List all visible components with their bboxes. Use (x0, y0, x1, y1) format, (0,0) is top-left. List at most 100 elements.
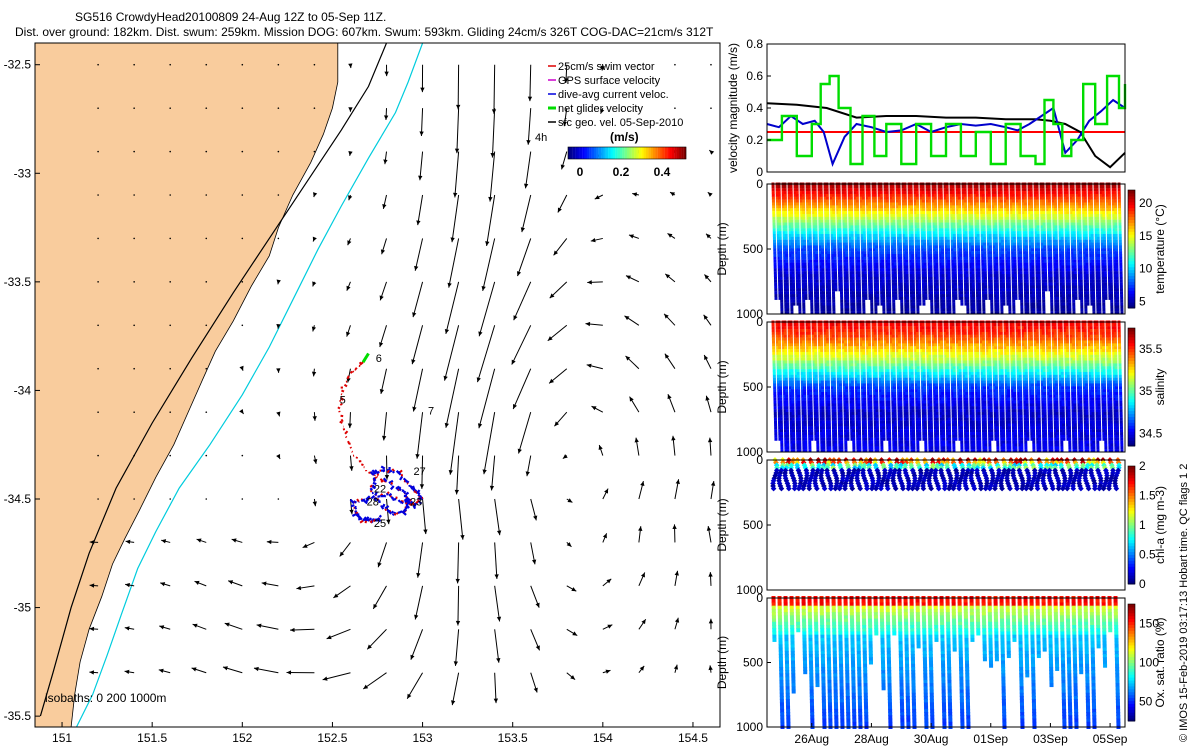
temperature-data-point (943, 193, 947, 197)
temperature-data-point (834, 282, 838, 286)
temperature-data-point (905, 254, 909, 257)
temperature-data-point (1006, 228, 1010, 232)
temperature-data-point (813, 279, 817, 283)
temperature-data-point (983, 239, 986, 243)
temperature-data-point (882, 311, 886, 315)
dac-vector (390, 510, 395, 514)
temperature-data-point (825, 191, 829, 195)
temperature-data-point (1018, 245, 1022, 249)
swim-vector (384, 508, 388, 511)
temperature-data-point (841, 196, 845, 200)
temperature-data-point (779, 265, 783, 269)
temperature-data-point (959, 245, 963, 249)
temperature-data-point (794, 216, 798, 220)
map-x-tick-label: 151 (52, 731, 72, 745)
temperature-data-point (800, 231, 804, 235)
temperature-data-point (884, 245, 888, 249)
temperature-data-point (987, 199, 991, 203)
temperature-data-point (995, 248, 999, 252)
temperature-data-point (868, 225, 872, 229)
temperature-data-point (1019, 279, 1023, 283)
temperature-data-point (882, 299, 886, 303)
temperature-data-point (971, 259, 975, 263)
temperature-data-point (981, 259, 985, 263)
temperature-data-point (917, 271, 921, 275)
temperature-data-point (869, 274, 873, 278)
temperature-data-point (832, 213, 836, 217)
temperature-data-point (953, 265, 957, 269)
temperature-data-point (920, 233, 924, 237)
velocity-arrow-head (585, 321, 591, 327)
temperature-data-point (1000, 236, 1004, 240)
temperature-data-point (793, 193, 797, 197)
velocity-arrow-head (347, 423, 353, 429)
temperature-data-point (788, 242, 792, 246)
temperature-data-point (771, 185, 775, 189)
temperature-data-point (957, 239, 960, 243)
temperature-data-point (863, 242, 867, 246)
temperature-data-point (940, 245, 944, 249)
temperature-data-point (947, 256, 951, 260)
temperature-data-point (894, 285, 898, 289)
temperature-data-point (922, 285, 926, 289)
temperature-data-point (977, 276, 981, 280)
temperature-data-point (988, 222, 992, 226)
temperature-data-point (880, 296, 884, 300)
velocity-arrow-head (348, 107, 353, 112)
temperature-data-point (977, 262, 981, 266)
temperature-data-point (928, 208, 932, 212)
velocity-arrow-head (377, 562, 382, 568)
temperature-data-point (911, 268, 915, 272)
temperature-data-point (946, 208, 950, 212)
temperature-data-point (800, 242, 804, 246)
temperature-data-point (786, 302, 790, 306)
temperature-data-point (993, 265, 997, 269)
temperature-data-point (945, 259, 949, 263)
temperature-data-point (910, 219, 914, 223)
temperature-data-point (857, 282, 861, 286)
temperature-data-point (1031, 268, 1035, 272)
temperature-data-point (896, 225, 900, 229)
temperature-data-point (880, 294, 884, 298)
temperature-data-point (982, 216, 986, 220)
temperature-data-point (825, 274, 829, 278)
temperature-data-point (887, 274, 891, 278)
velocity-arrow (511, 325, 532, 365)
temperature-data-point (964, 233, 968, 237)
temperature-data-point (799, 193, 803, 197)
temperature-data-point (945, 276, 949, 280)
temperature-data-point (929, 271, 933, 275)
temperature-data-point (951, 279, 955, 283)
temperature-data-point (872, 245, 876, 249)
temperature-data-point (1006, 213, 1010, 217)
temperature-data-point (1042, 225, 1046, 229)
swim-vector (339, 403, 343, 406)
temperature-data-point (783, 199, 787, 203)
temperature-data-point (1005, 254, 1009, 257)
temperature-data-point (896, 219, 900, 223)
temperature-data-point (790, 208, 794, 212)
temperature-data-point (970, 216, 974, 220)
temperature-data-point (909, 271, 913, 275)
temperature-data-point (816, 311, 820, 315)
dac-vector (403, 490, 407, 494)
temperature-data-point (821, 254, 825, 257)
velocity-arrow-head (587, 280, 592, 285)
temperature-data-point (847, 193, 851, 197)
temperature-data-point (944, 219, 948, 223)
temperature-data-point (899, 254, 903, 257)
temperature-data-point (782, 211, 786, 215)
temperature-data-point (783, 276, 787, 280)
velocity-arrow-head (326, 635, 332, 640)
temperature-data-point (963, 245, 967, 249)
temperature-data-point (868, 228, 872, 232)
temperature-data-point (798, 299, 802, 303)
temperature-data-point (1008, 311, 1012, 315)
velocity-arrow-head (346, 377, 351, 383)
velocity-arrow (448, 238, 460, 288)
temperature-data-point (1000, 228, 1004, 232)
temperature-data-point (934, 245, 938, 249)
day-label: 23 (410, 497, 422, 509)
temperature-data-point (813, 191, 817, 195)
temperature-data-point (840, 308, 844, 312)
